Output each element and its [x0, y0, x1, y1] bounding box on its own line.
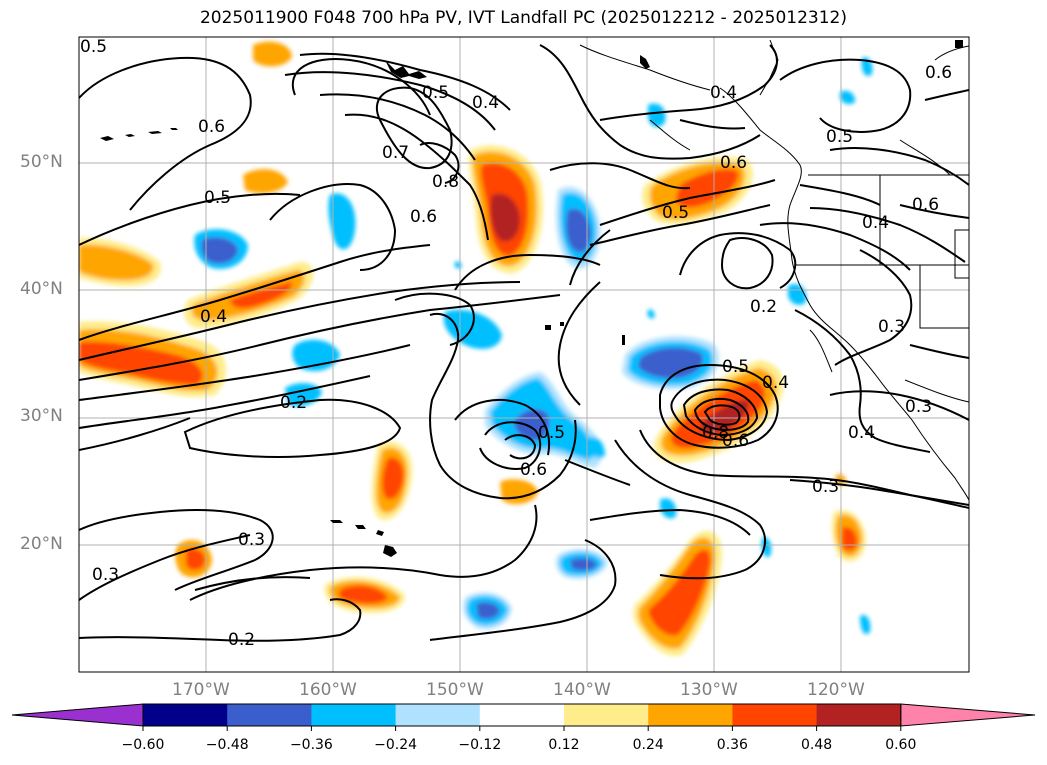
graticule — [79, 37, 969, 672]
contour-label: 0.5 — [422, 83, 449, 103]
contour-label: 0.6 — [520, 460, 547, 480]
ivt-negative-anomalies — [194, 57, 873, 635]
ivt-positive-anomalies — [79, 41, 866, 656]
contour-label: 0.5 — [538, 423, 565, 443]
colorbar-segment — [648, 704, 733, 726]
contour-label: 0.5 — [826, 127, 853, 147]
colorbar-tick-label: −0.24 — [374, 737, 418, 753]
colorbar-segment — [564, 704, 649, 726]
colorbar-tick-label: −0.12 — [458, 737, 502, 753]
contour-label: 0.4 — [762, 373, 789, 393]
colorbar-tick-label: 0.60 — [885, 737, 917, 753]
colorbar-frame — [142, 703, 902, 727]
map-frame — [78, 36, 970, 673]
contour-label: 0.4 — [710, 83, 737, 103]
chart-title: 2025011900 F048 700 hPa PV, IVT Landfall… — [199, 8, 847, 28]
contour-label: 0.8 — [702, 423, 729, 443]
lon-label-160w: 160°W — [299, 680, 357, 700]
contour-label: 0.2 — [280, 393, 307, 413]
contour-label: 0.3 — [878, 317, 905, 337]
contour-label: 0.3 — [92, 565, 119, 585]
colorbar-tick-label: 0.48 — [801, 737, 833, 753]
contour-label: 0.4 — [200, 307, 227, 327]
lon-label-140w: 140°W — [553, 680, 611, 700]
colorbar-extend-low — [11, 703, 144, 727]
lon-label-170w: 170°W — [172, 680, 230, 700]
contour-label: 0.5 — [722, 357, 749, 377]
colorbar-segment — [143, 704, 228, 726]
contour-label: 0.6 — [198, 117, 225, 137]
colorbar-tick-label: −0.60 — [121, 737, 165, 753]
contour-label: 0.6 — [722, 431, 749, 451]
contour-label: 0.7 — [382, 143, 409, 163]
colorbar-tick-label: −0.48 — [205, 737, 249, 753]
lat-label-20n: 20°N — [20, 534, 63, 554]
contour-label: 0.5 — [80, 37, 107, 57]
contour-label: 0.6 — [912, 195, 939, 215]
contour-label: 0.2 — [228, 630, 255, 650]
colorbar-extend-high — [900, 703, 1036, 727]
contour-label: 0.6 — [410, 207, 437, 227]
contour-label: 0.8 — [432, 172, 459, 192]
colorbar-segment — [227, 704, 312, 726]
lat-label-40n: 40°N — [20, 279, 63, 299]
colorbar-segment — [732, 704, 818, 726]
lon-label-120w: 120°W — [807, 680, 865, 700]
lon-label-150w: 150°W — [426, 680, 484, 700]
lat-label-30n: 30°N — [20, 406, 63, 426]
contour-label: 0.6 — [720, 153, 747, 173]
contour-label: 0.4 — [862, 213, 889, 233]
lon-label-130w: 130°W — [680, 680, 738, 700]
colorbar-segment — [311, 704, 397, 726]
colorbar-segment — [816, 704, 902, 726]
colorbar-tick-label: 0.36 — [716, 737, 748, 753]
colorbar-segment — [395, 704, 481, 726]
pv-contours — [79, 44, 969, 642]
contour-label: 0.4 — [472, 93, 499, 113]
contour-label: 0.5 — [204, 188, 231, 208]
coastlines — [579, 39, 969, 501]
contour-label: 0.5 — [662, 203, 689, 223]
islands — [100, 40, 963, 557]
colorbar-segment — [479, 704, 565, 726]
contour-label: 0.3 — [812, 477, 839, 497]
lat-label-50n: 50°N — [20, 152, 63, 172]
colorbar-tick-label: 0.12 — [548, 737, 580, 753]
colorbar-tick-label: −0.36 — [289, 737, 333, 753]
contour-label: 0.6 — [925, 63, 952, 83]
contour-label: 0.2 — [750, 297, 777, 317]
contour-label: 0.4 — [848, 423, 875, 443]
contour-label: 0.3 — [905, 397, 932, 417]
colorbar-tick-label: 0.24 — [632, 737, 664, 753]
contour-label: 0.3 — [238, 530, 265, 550]
contour-label-group: 0.5 0.4 0.7 0.8 0.6 0.5 0.6 0.4 0.2 0.3 … — [80, 37, 952, 650]
colorbar — [11, 703, 1036, 731]
